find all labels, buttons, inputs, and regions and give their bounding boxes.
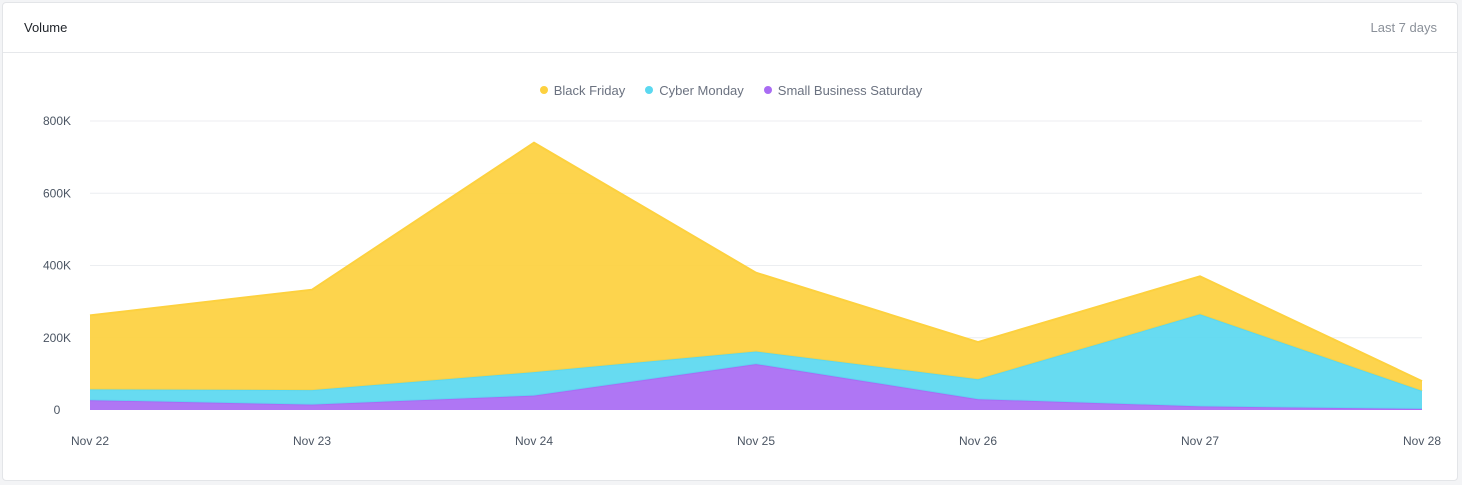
area-cyber-monday: [90, 314, 1422, 409]
y-tick-label: 800K: [43, 114, 71, 128]
legend-item-black-friday[interactable]: Black Friday: [539, 82, 626, 98]
line-black-friday: [89, 141, 1423, 383]
legend-label: Cyber Monday: [659, 82, 744, 98]
y-tick-label: 600K: [43, 186, 71, 200]
legend-dot-icon: [645, 86, 654, 94]
x-tick-label: Nov 27: [1181, 434, 1219, 448]
legend-label: Small Business Saturday: [777, 82, 923, 98]
x-tick-label: Nov 23: [293, 434, 331, 448]
x-tick-label: Nov 22: [71, 434, 109, 448]
legend-label: Black Friday: [553, 82, 626, 98]
legend-dot-icon: [539, 86, 548, 94]
y-tick-label: 400K: [43, 259, 71, 273]
x-tick-label: Nov 25: [737, 434, 775, 448]
legend-dot-icon: [763, 86, 772, 94]
area-black-friday: [90, 142, 1422, 391]
card-header: Volume Last 7 days: [3, 3, 1457, 53]
y-tick-label: 200K: [43, 331, 71, 345]
y-tick-label: 0: [54, 403, 61, 417]
area-small-business-saturday: [90, 364, 1422, 410]
date-range-selector[interactable]: Last 7 days: [1370, 20, 1438, 35]
chart-legend: Black Friday Cyber Monday Small Business S…: [0, 80, 1462, 100]
legend-item-small-business-saturday[interactable]: Small Business Saturday: [763, 82, 923, 98]
x-tick-label: Nov 24: [515, 434, 553, 448]
legend-item-cyber-monday[interactable]: Cyber Monday: [645, 83, 744, 98]
x-tick-label: Nov 28: [1403, 434, 1441, 448]
x-tick-label: Nov 26: [959, 434, 997, 448]
card-title: Volume: [24, 20, 68, 35]
